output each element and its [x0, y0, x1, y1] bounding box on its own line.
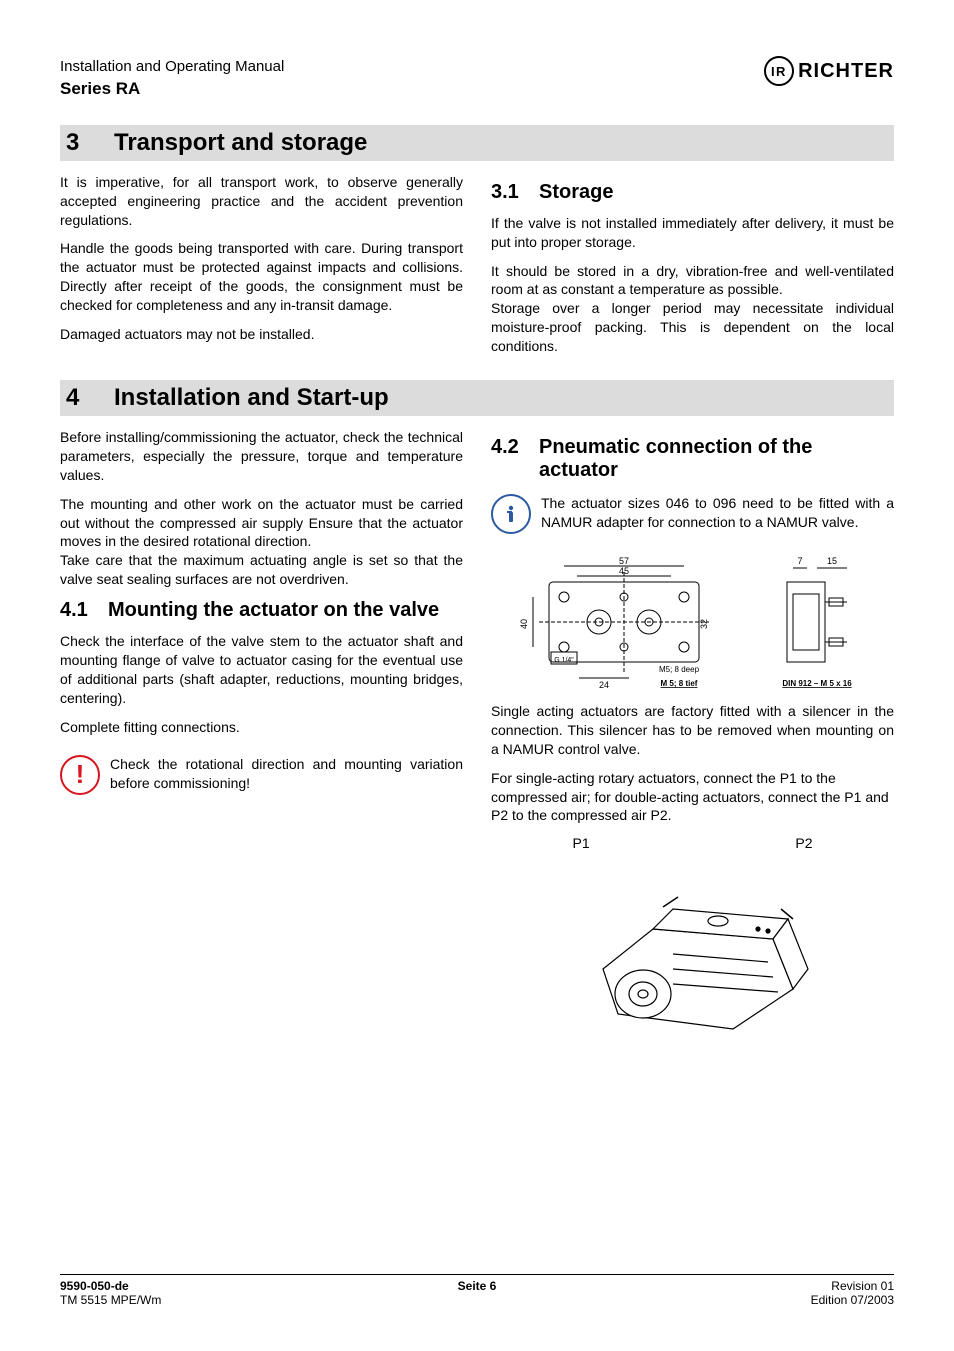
info-icon [491, 494, 531, 534]
warning-text: Check the rotational direction and mount… [110, 755, 463, 793]
svg-text:DIN 912 – M 5 x 16: DIN 912 – M 5 x 16 [782, 679, 852, 688]
sub-4-2-heading: 4.2 Pneumatic connection of the actuator [491, 436, 894, 482]
logo-mark-icon: I R [764, 56, 794, 86]
sub-4-1-heading: 4.1 Mounting the actuator on the valve [60, 599, 463, 622]
sub-4-1-num: 4.1 [60, 599, 108, 622]
info-text: The actuator sizes 046 to 096 need to be… [541, 494, 894, 532]
port-labels: P1 P2 [573, 835, 813, 851]
svg-text:7: 7 [797, 556, 802, 566]
s3-left-p1: It is imperative, for all transport work… [60, 173, 463, 230]
footer-left: 9590-050-de TM 5515 MPE/Wm [60, 1279, 161, 1307]
warning-icon: ! [60, 755, 100, 795]
s3-right-p3: Storage over a longer period may necessi… [491, 299, 894, 356]
tm-code: TM 5515 MPE/Wm [60, 1293, 161, 1307]
svg-text:24: 24 [598, 680, 608, 690]
footer-right: Revision 01 Edition 07/2003 [811, 1279, 894, 1307]
warning-note: ! Check the rotational direction and mou… [60, 755, 463, 795]
sub-4-2-title: Pneumatic connection of the actuator [539, 436, 894, 482]
doc-number: 9590-050-de [60, 1279, 129, 1293]
brand-name: RICHTER [798, 60, 894, 83]
section-3-left-col: It is imperative, for all transport work… [60, 173, 463, 366]
s4-left-p2: The mounting and other work on the actua… [60, 495, 463, 552]
s4-right-p1: Single acting actuators are factory fitt… [491, 702, 894, 759]
svg-text:40: 40 [519, 619, 529, 629]
section-3-columns: It is imperative, for all transport work… [60, 173, 894, 366]
section-4-title: Installation and Start-up [114, 384, 389, 411]
info-note: The actuator sizes 046 to 096 need to be… [491, 494, 894, 534]
section-4-left-col: Before installing/commissioning the actu… [60, 428, 463, 1049]
section-4-number: 4 [66, 384, 114, 412]
svg-text:57: 57 [618, 556, 628, 566]
sub-4-1-title: Mounting the actuator on the valve [108, 599, 463, 622]
section-4-columns: Before installing/commissioning the actu… [60, 428, 894, 1049]
page-header: Installation and Operating Manual Series… [60, 56, 894, 101]
s3-right-p2: It should be stored in a dry, vibration-… [491, 262, 894, 300]
s4-right-p2: For single-acting rotary actuators, conn… [491, 769, 894, 826]
section-4-right-col: 4.2 Pneumatic connection of the actuator… [491, 428, 894, 1049]
svg-text:G 1/4": G 1/4" [554, 657, 574, 664]
svg-text:M 5; 8 tief: M 5; 8 tief [660, 679, 697, 688]
manual-type: Installation and Operating Manual [60, 56, 284, 77]
series-label: Series RA [60, 77, 284, 101]
section-3-heading: 3Transport and storage [60, 125, 894, 161]
namur-diagram: 57 45 40 32 G 1/4" 24 M5; 8 deep M 5; 8 … [491, 542, 894, 692]
section-3-number: 3 [66, 129, 114, 157]
brand-logo: I R RICHTER [764, 56, 894, 86]
revision: Revision 01 [831, 1279, 894, 1293]
svg-text:32: 32 [699, 619, 709, 629]
section-3-right-col: 3.1 Storage If the valve is not installe… [491, 173, 894, 366]
svg-text:R: R [776, 64, 786, 79]
sub-3-1-num: 3.1 [491, 181, 539, 204]
section-3-title: Transport and storage [114, 129, 367, 156]
header-left: Installation and Operating Manual Series… [60, 56, 284, 101]
page-number: Seite 6 [458, 1279, 497, 1293]
svg-text:M5; 8 deep: M5; 8 deep [658, 665, 699, 674]
s4-left-p5: Complete fitting connections. [60, 718, 463, 737]
p1-label: P1 [573, 835, 590, 851]
s4-left-p1: Before installing/commissioning the actu… [60, 428, 463, 485]
edition: Edition 07/2003 [811, 1293, 894, 1307]
s3-left-p2: Handle the goods being transported with … [60, 239, 463, 315]
s3-right-p1: If the valve is not installed immediatel… [491, 214, 894, 252]
s4-left-p4: Check the interface of the valve stem to… [60, 632, 463, 708]
sub-4-2-num: 4.2 [491, 436, 539, 482]
section-4-heading: 4Installation and Start-up [60, 380, 894, 416]
svg-text:15: 15 [826, 556, 836, 566]
namur-side-diagram: 7 15 DIN 912 – M 5 x 16 [757, 542, 877, 692]
svg-text:I: I [771, 64, 776, 79]
s3-left-p3: Damaged actuators may not be installed. [60, 325, 463, 344]
actuator-illustration [563, 859, 823, 1049]
s4-left-p3: Take care that the maximum actuating ang… [60, 551, 463, 589]
svg-text:45: 45 [618, 566, 628, 576]
sub-3-1-title: Storage [539, 181, 894, 204]
p2-label: P2 [795, 835, 812, 851]
page-footer: 9590-050-de TM 5515 MPE/Wm Seite 6 Revis… [60, 1274, 894, 1307]
sub-3-1-heading: 3.1 Storage [491, 181, 894, 204]
namur-plate-diagram: 57 45 40 32 G 1/4" 24 M5; 8 deep M 5; 8 … [509, 542, 739, 692]
